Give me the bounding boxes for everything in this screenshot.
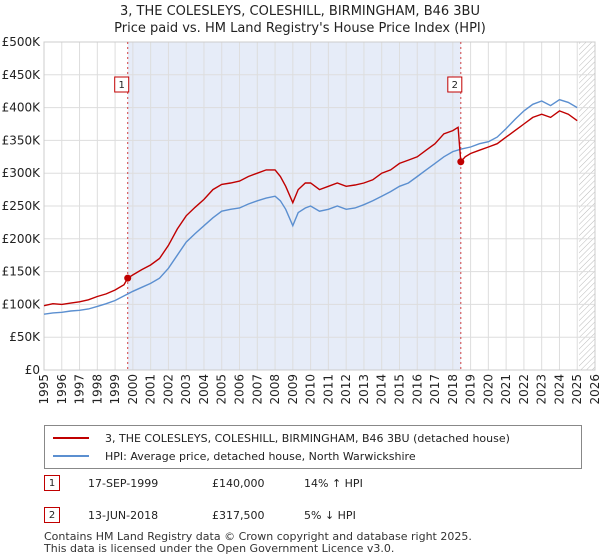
x-tick-label: 2007 xyxy=(250,374,264,405)
footer-copyright: Contains HM Land Registry data © Crown c… xyxy=(44,530,472,543)
hpi-line xyxy=(43,98,578,315)
legend-item-hpi: HPI: Average price, detached house, Nort… xyxy=(53,447,416,465)
transaction-hpi-change: 5% ↓ HPI xyxy=(304,508,356,522)
x-tick-label: 2025 xyxy=(570,374,584,405)
transaction-badge: 2 xyxy=(44,507,60,523)
y-tick-label: £150K xyxy=(2,265,42,279)
x-tick-label: 1998 xyxy=(90,374,104,405)
x-tick-label: 2005 xyxy=(215,374,229,405)
transaction-price: £317,500 xyxy=(212,508,265,522)
transaction-badge-box xyxy=(447,76,463,93)
y-tick-label: £50K xyxy=(9,330,41,344)
legend-label-price: 3, THE COLESLEYS, COLESHILL, BIRMINGHAM,… xyxy=(105,431,510,445)
y-tick-label: £400K xyxy=(2,101,42,115)
x-tick-label: 2003 xyxy=(179,374,193,405)
x-tick-label: 2008 xyxy=(268,374,282,405)
x-tick-label: 2006 xyxy=(233,374,247,405)
legend-item-price: 3, THE COLESLEYS, COLESHILL, BIRMINGHAM,… xyxy=(53,429,510,447)
y-tick-label: £0 xyxy=(25,363,40,377)
y-tick-label: £500K xyxy=(2,35,42,49)
y-tick-label: £100K xyxy=(2,297,42,311)
transaction-badge-label: 2 xyxy=(452,80,458,91)
x-tick-label: 2013 xyxy=(357,374,371,405)
price-chart: £0 £50K £100K £150K £200K £250K £300K £350K £400… xyxy=(2,35,600,405)
chart-title: 3, THE COLESLEYS, COLESHILL, BIRMINGHAM,… xyxy=(120,4,480,19)
transaction-badge-box xyxy=(114,76,130,93)
x-tick-label: 2017 xyxy=(428,374,442,405)
transaction-date: 17-SEP-1999 xyxy=(88,476,159,490)
x-tick-label: 2012 xyxy=(339,374,353,405)
x-tick-label: 2021 xyxy=(499,374,513,405)
x-tick-label: 2016 xyxy=(410,374,424,405)
x-tick-label: 2002 xyxy=(161,374,175,405)
x-tick-label: 2026 xyxy=(588,374,600,405)
y-tick-label: £300K xyxy=(2,166,42,180)
price-paid-line xyxy=(43,110,578,307)
legend-swatch-price xyxy=(53,437,89,439)
transaction-hpi-change: 14% ↑ HPI xyxy=(304,476,363,490)
legend: 3, THE COLESLEYS, COLESHILL, BIRMINGHAM,… xyxy=(44,425,582,469)
x-tick-label: 2018 xyxy=(446,374,460,405)
chart-subtitle: Price paid vs. HM Land Registry's House … xyxy=(114,21,486,36)
transaction-date: 13-JUN-2018 xyxy=(88,508,159,522)
x-tick-label: 2015 xyxy=(392,374,406,405)
x-tick-label: 1995 xyxy=(37,374,51,405)
transaction-badge: 1 xyxy=(44,475,60,491)
x-tick-label: 2020 xyxy=(481,374,495,405)
x-tick-label: 2011 xyxy=(321,374,335,405)
x-tick-label: 1997 xyxy=(73,374,87,405)
x-tick-label: 2019 xyxy=(464,374,478,405)
x-tick-label: 2009 xyxy=(286,374,300,405)
x-tick-label: 2023 xyxy=(535,374,549,405)
y-tick-label: £250K xyxy=(2,199,42,213)
sale-point xyxy=(457,158,465,166)
x-tick-label: 2014 xyxy=(375,374,389,405)
y-tick-label: £350K xyxy=(2,133,42,147)
x-tick-label: 1996 xyxy=(55,374,69,405)
x-tick-label: 2004 xyxy=(197,374,211,405)
y-tick-label: £200K xyxy=(2,232,42,246)
x-tick-label: 2022 xyxy=(517,374,531,405)
transaction-badge-label: 1 xyxy=(119,80,125,91)
transaction-row: 2 13-JUN-2018 £317,500 5% ↓ HPI xyxy=(44,505,444,525)
legend-swatch-hpi xyxy=(53,455,89,457)
x-tick-label: 2024 xyxy=(552,374,566,405)
x-tick-label: 2010 xyxy=(304,374,318,405)
x-tick-label: 2000 xyxy=(126,374,140,405)
x-tick-label: 1999 xyxy=(108,374,122,405)
transaction-price: £140,000 xyxy=(212,476,265,490)
plot-frame xyxy=(43,41,596,371)
sale-point xyxy=(124,274,132,282)
transaction-row: 1 17-SEP-1999 £140,000 14% ↑ HPI xyxy=(44,473,444,493)
y-tick-label: £450K xyxy=(2,68,42,82)
footer-licence: This data is licensed under the Open Gov… xyxy=(44,542,395,555)
x-tick-label: 2001 xyxy=(144,374,158,405)
legend-label-hpi: HPI: Average price, detached house, Nort… xyxy=(105,449,416,463)
